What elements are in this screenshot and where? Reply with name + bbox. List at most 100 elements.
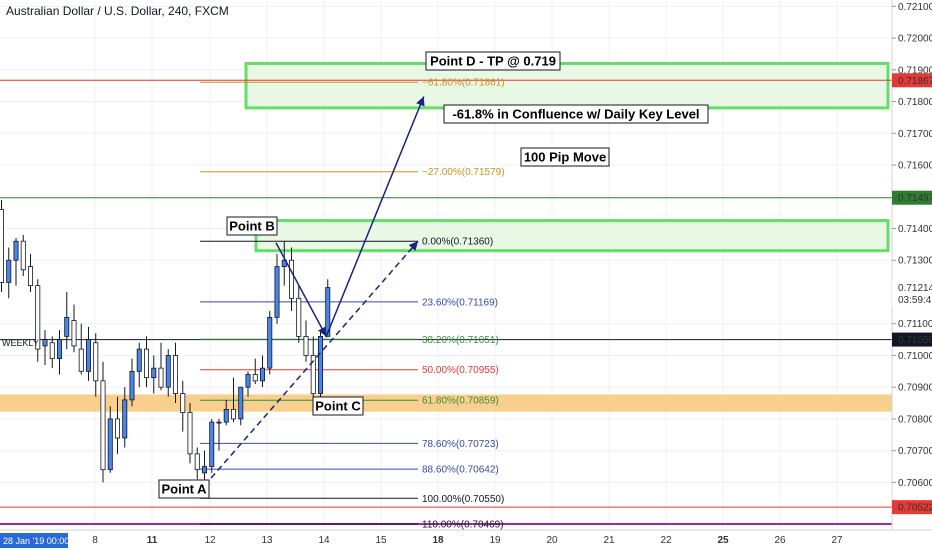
candle-body-down <box>93 342 99 382</box>
candle <box>158 342 164 391</box>
fib-label: −61.80%(0.71861) <box>422 78 505 89</box>
candle-body-down <box>180 393 186 413</box>
candle <box>71 304 77 353</box>
bc-arrowhead <box>318 326 327 337</box>
fib-label: 61.80%(0.70859) <box>422 396 499 407</box>
candle-body-up <box>122 399 128 439</box>
weekly-label: WEEKLY <box>2 338 39 348</box>
candle <box>6 247 12 299</box>
candle <box>35 279 41 362</box>
candle <box>129 358 135 407</box>
price-tick-label: 0.71100 <box>898 319 932 330</box>
annotation-point_d: Point D - TP @ 0.719 <box>425 51 561 71</box>
horizontal-lines <box>0 79 892 525</box>
candle-body-down <box>71 320 77 347</box>
candle <box>172 342 178 404</box>
candle-body-up <box>223 409 229 423</box>
candle-body-up <box>216 421 222 424</box>
ab-dashed-line <box>203 240 419 487</box>
time-tick-label: 26 <box>774 535 786 546</box>
time-axis-bg <box>0 530 932 550</box>
time-tick-label: 19 <box>489 535 501 546</box>
price-flag <box>892 73 932 88</box>
time-tick-label: 8 <box>92 535 98 546</box>
candle-body-down <box>303 336 309 356</box>
annotation-point_a: Point A <box>158 479 210 499</box>
candle-body-down <box>0 209 4 283</box>
candle-body-up <box>107 418 113 471</box>
price-tick-label: 0.72100 <box>898 2 932 13</box>
fib-label: 88.60%(0.70642) <box>422 465 499 476</box>
time-tick-label: 11 <box>147 535 158 546</box>
candle-body-up <box>201 466 207 474</box>
annotation-text: -61.8% in Confluence w/ Daily Key Level <box>452 107 699 122</box>
candle <box>100 361 106 483</box>
candle <box>252 358 258 385</box>
price-tick-label: 0.72000 <box>898 34 932 45</box>
annotation-box <box>158 479 210 499</box>
candle <box>13 238 19 286</box>
price-flag <box>892 500 932 515</box>
candle-body-up <box>6 259 12 283</box>
time-tick-label: 27 <box>831 535 843 546</box>
annotation-text: Point B <box>229 219 275 234</box>
candle-body-up <box>317 336 323 394</box>
price-tick-label: 0.70800 <box>898 414 932 425</box>
candle <box>115 396 121 454</box>
candle-body-down <box>296 297 302 337</box>
annotations: Point D - TP @ 0.719 -61.8% in Confluence… <box>158 51 709 499</box>
candle <box>238 386 244 426</box>
price-flag-label: 0.70522 <box>898 503 932 514</box>
candle-body-up <box>245 374 251 388</box>
annotation-point_b: Point B <box>226 216 278 236</box>
candle-body-down <box>49 342 55 360</box>
time-tick-label: 14 <box>318 535 330 546</box>
candle <box>42 330 48 365</box>
fib-label: 78.60%(0.70723) <box>422 439 499 450</box>
candle-body-up <box>165 355 171 388</box>
cd-arrowhead <box>416 96 425 107</box>
annotation-text: Point C <box>315 399 361 414</box>
candle-body-up <box>238 386 244 420</box>
candle <box>151 355 157 394</box>
pattern-drawings <box>203 96 425 487</box>
price-flag <box>892 332 932 347</box>
candle <box>259 355 265 388</box>
candle-body-down <box>288 259 294 299</box>
candle-body-up <box>151 367 157 379</box>
date-flag <box>0 533 68 548</box>
fib-label: 110.00%(0.70469) <box>422 519 504 530</box>
candle <box>310 336 316 397</box>
candle-body-up <box>274 266 280 318</box>
time-tick-label: 13 <box>261 535 273 546</box>
time-tick-label: 18 <box>432 535 444 546</box>
candle <box>143 336 149 388</box>
candle-body-up <box>13 240 19 261</box>
candle-body-down <box>78 348 84 372</box>
candle <box>57 330 63 375</box>
time-tick-label: 22 <box>660 535 672 546</box>
fib-label: 50.00%(0.70955) <box>422 365 499 376</box>
candle <box>136 342 142 388</box>
price-tick-label: 0.71300 <box>898 256 932 267</box>
current-price-label: 0.71214 <box>898 283 932 294</box>
time-tick-label: 25 <box>717 535 729 546</box>
price-axis: 0.72100 0.72000 0.71900 0.71800 0.71700 0.716… <box>891 0 932 550</box>
candle-body-up <box>86 339 92 372</box>
price-tick-label: 0.71400 <box>898 224 932 235</box>
annotation-box <box>226 216 278 236</box>
price-flag-label: 0.71867 <box>898 76 932 87</box>
price-tick-label: 0.70900 <box>898 383 932 394</box>
candle-body-down <box>172 355 178 394</box>
candle-body-down <box>115 418 121 439</box>
fib-label: 100.00%(0.70550) <box>422 494 504 505</box>
candle-body-up <box>64 316 70 337</box>
tp-zone <box>244 61 890 110</box>
price-tick-label: 0.70600 <box>898 478 932 489</box>
candle <box>107 406 113 473</box>
price-tick-label: 0.71700 <box>898 129 932 140</box>
annotation-box <box>443 104 709 124</box>
price-tick-label: 0.71600 <box>898 161 932 172</box>
candle <box>223 399 229 426</box>
